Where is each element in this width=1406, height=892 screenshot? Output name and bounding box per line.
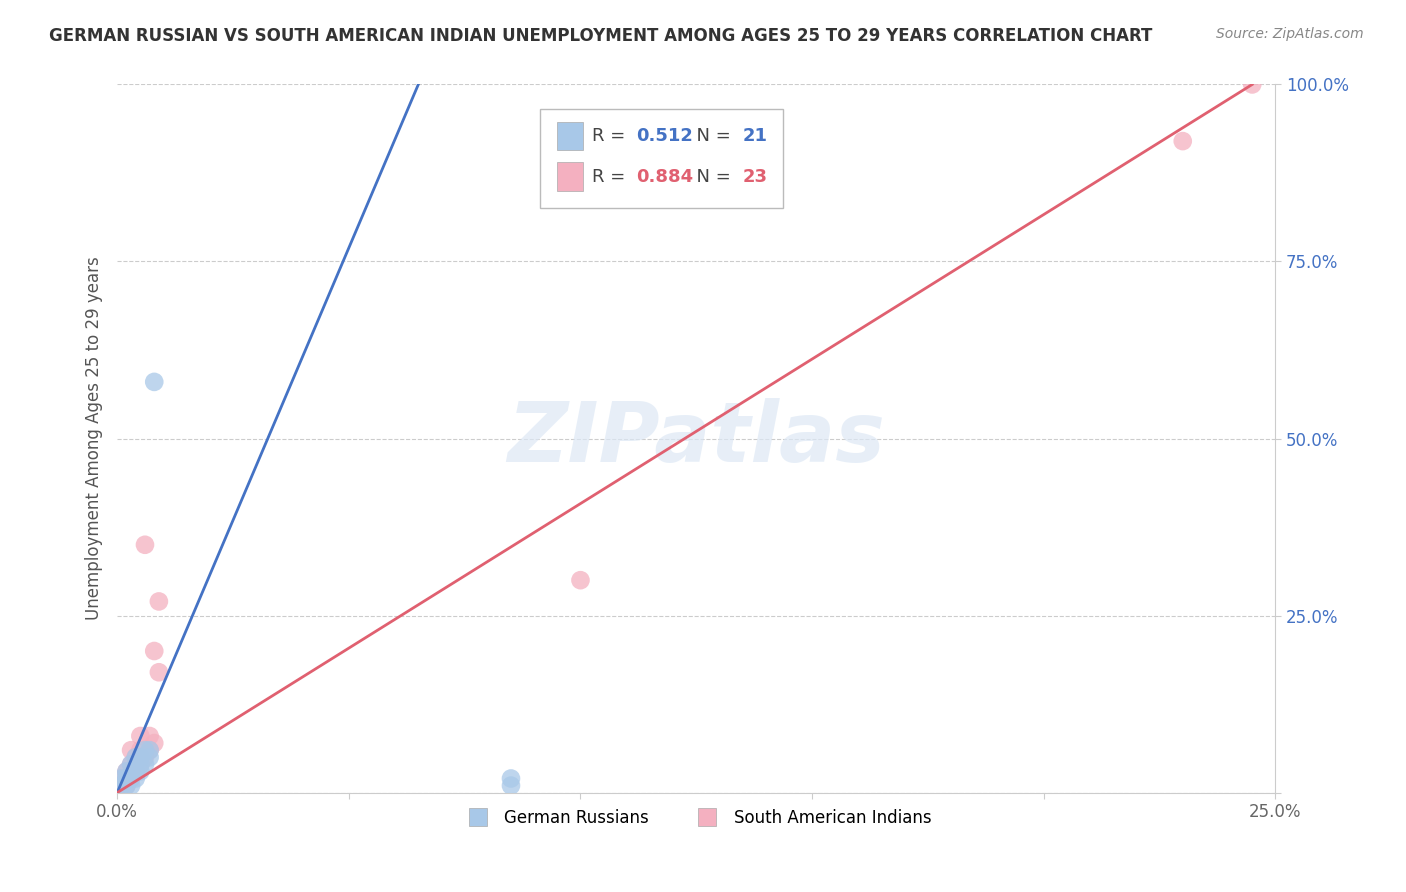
- Point: [111, 779, 134, 793]
- Point: [1171, 134, 1194, 148]
- Point: [120, 772, 142, 786]
- Point: [120, 743, 142, 757]
- Point: [129, 757, 152, 772]
- Point: [125, 764, 148, 779]
- Point: [138, 750, 160, 764]
- Point: [111, 772, 134, 786]
- Point: [143, 644, 166, 658]
- Text: Source: ZipAtlas.com: Source: ZipAtlas.com: [1216, 27, 1364, 41]
- Point: [134, 750, 156, 764]
- Point: [129, 764, 152, 779]
- Text: GERMAN RUSSIAN VS SOUTH AMERICAN INDIAN UNEMPLOYMENT AMONG AGES 25 TO 29 YEARS C: GERMAN RUSSIAN VS SOUTH AMERICAN INDIAN …: [49, 27, 1153, 45]
- Point: [125, 764, 148, 779]
- Text: R =: R =: [592, 168, 631, 186]
- Point: [115, 772, 138, 786]
- Legend: German Russians, South American Indians: German Russians, South American Indians: [454, 803, 938, 834]
- Y-axis label: Unemployment Among Ages 25 to 29 years: Unemployment Among Ages 25 to 29 years: [86, 257, 103, 621]
- Point: [115, 779, 138, 793]
- Text: 23: 23: [742, 168, 768, 186]
- Text: 0.512: 0.512: [636, 128, 693, 145]
- Point: [134, 757, 156, 772]
- Point: [143, 736, 166, 750]
- Point: [148, 665, 170, 680]
- Point: [120, 757, 142, 772]
- FancyBboxPatch shape: [557, 122, 583, 151]
- Point: [129, 729, 152, 743]
- Text: 21: 21: [742, 128, 768, 145]
- Text: 0.884: 0.884: [636, 168, 693, 186]
- Point: [1241, 78, 1264, 92]
- Point: [111, 779, 134, 793]
- Point: [115, 764, 138, 779]
- Point: [125, 772, 148, 786]
- Point: [138, 729, 160, 743]
- Point: [129, 743, 152, 757]
- Point: [499, 772, 522, 786]
- Point: [138, 743, 160, 757]
- Text: ZIPatlas: ZIPatlas: [508, 398, 886, 479]
- Text: R =: R =: [592, 128, 631, 145]
- Point: [120, 757, 142, 772]
- Point: [143, 375, 166, 389]
- Text: N =: N =: [685, 168, 737, 186]
- FancyBboxPatch shape: [540, 109, 783, 209]
- Point: [120, 772, 142, 786]
- Point: [125, 750, 148, 764]
- Point: [134, 538, 156, 552]
- Point: [111, 772, 134, 786]
- Text: N =: N =: [685, 128, 737, 145]
- Point: [569, 573, 592, 587]
- Point: [138, 743, 160, 757]
- FancyBboxPatch shape: [557, 162, 583, 191]
- Point: [125, 750, 148, 764]
- Point: [120, 779, 142, 793]
- Point: [148, 594, 170, 608]
- Point: [134, 743, 156, 757]
- Point: [129, 750, 152, 764]
- Point: [499, 779, 522, 793]
- Point: [115, 764, 138, 779]
- Point: [129, 757, 152, 772]
- Point: [115, 779, 138, 793]
